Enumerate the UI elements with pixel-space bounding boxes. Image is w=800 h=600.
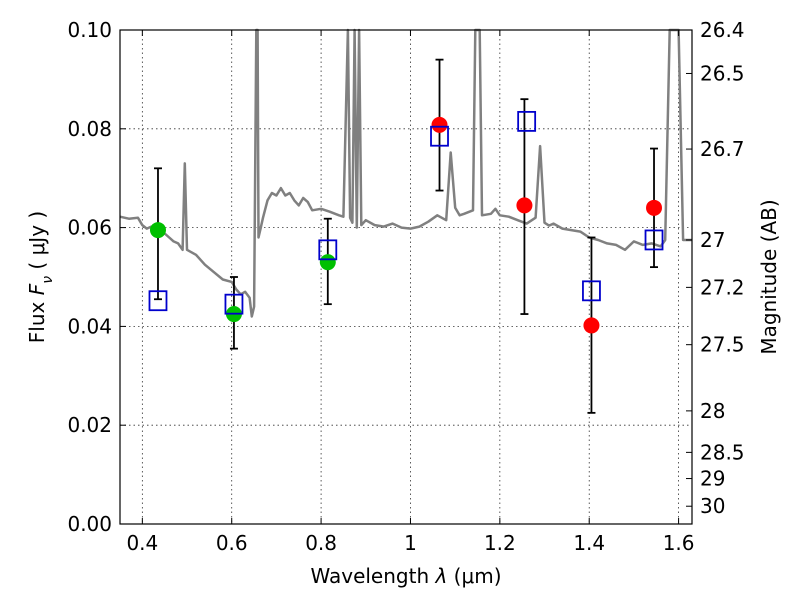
y-axis-label: Flux Fν ( μJy ) [25, 211, 56, 343]
x-tick-label: 1 [404, 531, 417, 555]
model-box-marker [318, 239, 338, 261]
mag-tick-label: 27.2 [700, 275, 745, 299]
x-axis-label: Wavelength λ (μm) [310, 564, 501, 588]
red-data-point [431, 116, 448, 133]
model-box-marker [148, 290, 168, 312]
mag-tick-label: 27 [700, 228, 725, 252]
mag-tick-label: 27.5 [700, 333, 745, 357]
y-tick-label: 0.02 [67, 413, 112, 437]
y2-axis-label: Magnitude (AB) [757, 199, 781, 354]
green-data-point [319, 254, 336, 271]
mag-tick-label: 26.4 [700, 18, 745, 42]
y-axis-label-suffix: ( μJy ) [25, 211, 49, 276]
x-tick-label: 1.2 [484, 531, 516, 555]
model-box-marker [644, 229, 664, 251]
mag-tick-label: 30 [700, 494, 725, 518]
y-axis-label-symbol: F [25, 283, 49, 295]
x-tick-label: 0.6 [216, 531, 248, 555]
plot-frame [119, 29, 693, 525]
x-tick-label: 1.4 [573, 531, 605, 555]
model-boxes [148, 110, 664, 315]
y-tick-label: 0.06 [67, 216, 112, 240]
mag-tick-label: 28.5 [700, 440, 745, 464]
red-data-point [583, 317, 600, 334]
model-box-marker [582, 280, 601, 302]
x-tick-label: 0.4 [126, 531, 158, 555]
y-tick-label: 0.08 [67, 117, 112, 141]
y-tick-label: 0.04 [67, 314, 112, 338]
red-data-point [646, 199, 663, 216]
x-tick-label: 1.6 [663, 531, 695, 555]
green-data-point [149, 222, 166, 239]
x-axis-label-symbol: λ [434, 564, 447, 588]
x-tick-label: 0.8 [305, 531, 337, 555]
x-axis-label-prefix: Wavelength [310, 564, 435, 588]
y-tick-label: 0.10 [67, 18, 112, 42]
mag-tick-label: 28 [700, 399, 725, 423]
y-axis-label-subscript: ν [40, 276, 56, 284]
ticks: 0.4 0.6 0.8 1 1.2 1.4 1.6 0.00 0.02 0.04 0.06 0.08 0… [67, 18, 744, 555]
errorbars [153, 58, 659, 414]
mag-tick-label: 29 [700, 467, 725, 491]
x-axis-label-suffix: (μm) [447, 564, 501, 588]
spectrum-line [119, 28, 692, 318]
model-box-marker [224, 293, 244, 315]
model-box-marker [430, 125, 449, 147]
grid [120, 30, 692, 524]
model-box-marker [517, 110, 537, 132]
y-axis-label-prefix: Flux [25, 295, 49, 343]
spectrum-series [119, 28, 692, 318]
y-tick-label: 0.00 [67, 512, 112, 536]
red-data-point [516, 197, 533, 214]
mag-tick-label: 26.5 [700, 61, 745, 85]
mag-tick-label: 26.7 [700, 137, 745, 161]
